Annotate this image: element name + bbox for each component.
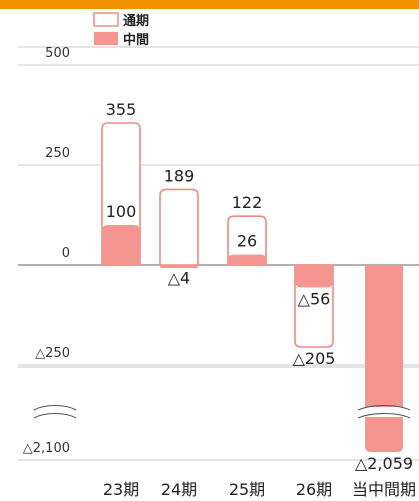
category-label: 23期: [103, 480, 139, 499]
annual-value-label: 355: [106, 100, 137, 119]
value-labels: 355 100 189 △4 122 26 △205 △56 △2,059: [106, 100, 413, 473]
interim-value-label: 26: [237, 232, 257, 251]
category-label: 当中間期: [352, 480, 416, 499]
bars: [101, 122, 403, 452]
y-tick-label: △2,100: [23, 441, 70, 456]
annual-value-label: △205: [293, 349, 336, 368]
interim-bar: [102, 225, 140, 265]
annual-value-label: 189: [164, 166, 195, 185]
interim-bar: [160, 265, 198, 268]
bar-break-gap: [358, 407, 410, 417]
bar-break-lower: [357, 412, 411, 419]
legend-swatch-annual: [93, 12, 119, 27]
legend-label-annual: 通期: [123, 13, 149, 29]
axis-break-left-gap: [34, 407, 76, 417]
legend-label-interim: 中間: [123, 32, 149, 48]
y-tick-label: 0: [62, 246, 70, 261]
bar-break-upper: [357, 404, 411, 411]
annual-bar: [227, 215, 267, 266]
axis-break-left-lower: [33, 412, 77, 419]
interim-bar: [295, 265, 333, 288]
y-tick-labels: 500 250 0 △250 △2,100: [23, 46, 70, 456]
category-label: 25期: [229, 480, 265, 499]
legend-swatch-interim: [94, 32, 118, 45]
interim-value-label: △56: [298, 289, 331, 308]
category-label: 26期: [296, 480, 332, 499]
category-label: 24期: [161, 480, 197, 499]
y-tick-label: 500: [45, 46, 70, 61]
axis-break-left-upper: [33, 404, 77, 411]
annual-bar: [159, 188, 199, 266]
axis-breaks: [33, 404, 411, 419]
interim-bar: [365, 265, 403, 452]
interim-value-label: △2,059: [355, 454, 413, 473]
y-tick-label: 250: [45, 146, 70, 161]
interim-value-label: 100: [106, 202, 137, 221]
y-tick-label: △250: [35, 346, 70, 361]
legend: 通期 中間: [93, 12, 149, 48]
interim-value-label: △4: [168, 269, 190, 288]
gridlines: [18, 46, 419, 461]
top-accent-bar: [0, 0, 419, 9]
interim-bar: [228, 254, 266, 265]
annual-value-label: 122: [232, 193, 263, 212]
category-labels: 23期 24期 25期 26期 当中間期: [103, 480, 416, 499]
